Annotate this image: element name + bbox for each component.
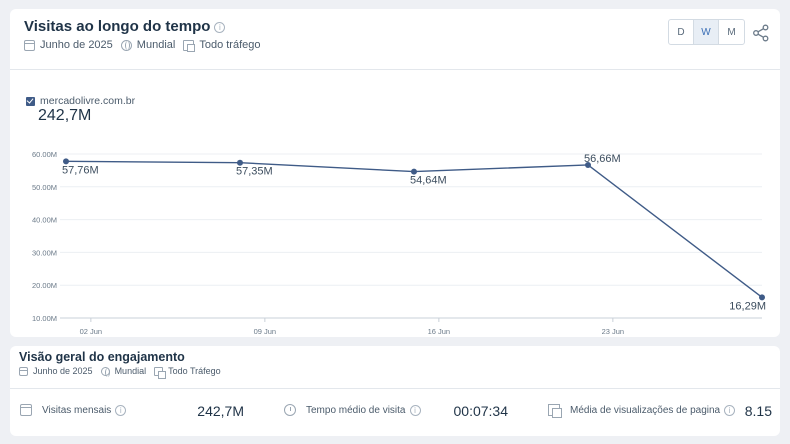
data-label: 57,76M xyxy=(62,164,99,176)
chart-legend[interactable]: mercadolivre.com.br xyxy=(26,95,135,107)
data-label: 56,66M xyxy=(584,153,621,165)
y-tick-label: 20.00M xyxy=(32,281,57,290)
metric-label: Visitas mensais xyxy=(42,404,112,416)
period-label: Junho de 2025 xyxy=(40,39,113,51)
engagement-period-filter[interactable]: Junho de 2025 xyxy=(19,366,93,376)
info-icon[interactable]: i xyxy=(115,404,127,416)
traffic-icon xyxy=(183,39,196,52)
visits-total: 242,7M xyxy=(38,107,92,124)
metric-monthly-visits-value: 242,7M xyxy=(197,403,244,419)
metric-monthly-visits: Visitas mensais i xyxy=(20,404,127,416)
info-icon[interactable]: i xyxy=(409,404,421,416)
x-tick-label: 02 Jun xyxy=(80,327,103,336)
visits-title-text: Visitas ao longo do tempo xyxy=(24,18,211,35)
visits-filters: Junho de 2025 Mundial Todo tráfego xyxy=(24,39,268,52)
data-point xyxy=(237,159,243,166)
granularity-day-button[interactable]: D xyxy=(669,20,694,44)
metric-pages-per-visit: Média de visualizações de pagina i xyxy=(548,404,736,418)
calendar-icon xyxy=(19,366,28,376)
traffic-icon xyxy=(154,366,167,379)
engagement-title: Visão geral do engajamento xyxy=(19,350,185,364)
share-icon[interactable] xyxy=(752,24,770,42)
y-tick-label: 60.00M xyxy=(32,150,57,159)
engagement-period-label: Junho de 2025 xyxy=(33,366,93,376)
data-point xyxy=(759,294,765,301)
data-point xyxy=(585,161,591,168)
engagement-filters: Junho de 2025 Mundial Todo Tráfego xyxy=(19,366,229,379)
traffic-filter[interactable]: Todo tráfego xyxy=(183,39,261,52)
info-icon[interactable]: i xyxy=(724,404,736,416)
x-tick-label: 16 Jun xyxy=(428,327,451,336)
series-checkbox[interactable] xyxy=(26,96,35,106)
engagement-overview-card: Visão geral do engajamento Junho de 2025… xyxy=(10,346,780,436)
granularity-week-button[interactable]: W xyxy=(694,20,719,44)
metric-avg-visit-duration-value: 00:07:34 xyxy=(453,403,509,419)
y-tick-label: 50.00M xyxy=(32,183,57,192)
calendar-icon xyxy=(24,39,35,51)
visits-title: Visitas ao longo do tempo i xyxy=(24,18,226,35)
metric-avg-visit-duration: Tempo médio de visita i xyxy=(284,404,421,416)
traffic-label: Todo tráfego xyxy=(199,39,261,51)
header-divider xyxy=(10,69,780,70)
calendar-icon xyxy=(20,404,32,416)
data-label: 16,29M xyxy=(729,300,766,312)
timer-icon xyxy=(284,404,296,416)
x-tick-label: 23 Jun xyxy=(602,327,625,336)
pages-icon xyxy=(548,404,562,418)
granularity-toggle: D W M xyxy=(668,19,745,45)
visits-line-chart: 60.00M 50.00M 40.00M 30.00M 20.00M 10.00M 02 J… xyxy=(32,150,766,336)
region-filter[interactable]: Mundial xyxy=(120,39,176,51)
info-icon[interactable]: i xyxy=(214,21,226,33)
y-tick-label: 10.00M xyxy=(32,314,57,323)
engagement-region-filter[interactable]: Mundial xyxy=(100,366,147,377)
y-tick-label: 30.00M xyxy=(32,248,57,257)
data-point xyxy=(411,168,417,175)
data-label: 54,64M xyxy=(410,175,447,187)
period-filter[interactable]: Junho de 2025 xyxy=(24,39,113,51)
x-tick-label: 09 Jun xyxy=(254,327,277,336)
granularity-month-button[interactable]: M xyxy=(727,26,736,38)
data-label: 57,35M xyxy=(236,166,273,178)
visits-over-time-card: Visitas ao longo do tempo i Junho de 2025… xyxy=(10,9,780,337)
engagement-region-label: Mundial xyxy=(114,366,147,376)
globe-icon xyxy=(100,366,110,377)
metric-label: Tempo médio de visita xyxy=(306,404,406,416)
globe-icon xyxy=(120,39,132,51)
engagement-traffic-filter[interactable]: Todo Tráfego xyxy=(154,366,221,379)
metric-label: Média de visualizações de pagina xyxy=(570,404,721,416)
legend-domain: mercadolivre.com.br xyxy=(40,95,136,107)
y-tick-label: 40.00M xyxy=(32,216,57,225)
engagement-divider xyxy=(10,388,780,389)
region-label: Mundial xyxy=(136,39,176,51)
metric-pages-per-visit-value: 8.15 xyxy=(744,403,772,419)
engagement-traffic-label: Todo Tráfego xyxy=(168,366,221,376)
data-point xyxy=(63,158,69,165)
